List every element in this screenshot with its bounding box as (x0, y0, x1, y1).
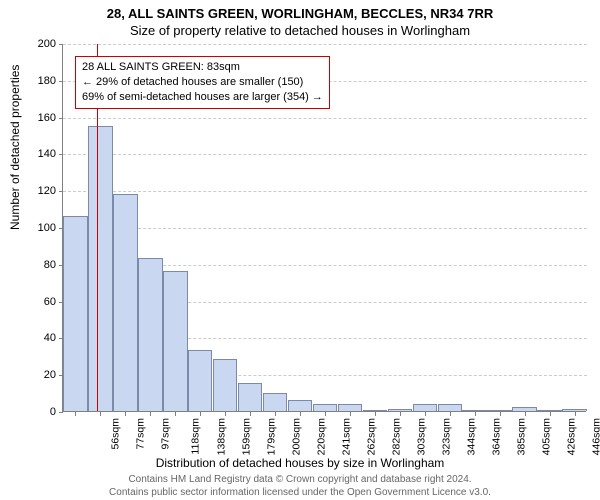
histogram-bar (512, 407, 536, 411)
x-tick-label: 56sqm (110, 418, 122, 450)
x-tick-mark (375, 412, 376, 416)
x-tick-label: 77sqm (135, 418, 147, 450)
x-tick-mark (300, 412, 301, 416)
histogram-bar (363, 410, 387, 411)
attribution-line-2: Contains public sector information licen… (0, 487, 600, 500)
x-tick-label: 323sqm (440, 418, 452, 455)
y-tick-mark (59, 81, 63, 82)
histogram-bar (462, 410, 486, 411)
x-tick-mark (475, 412, 476, 416)
histogram-bar (562, 409, 586, 411)
histogram-bar (413, 404, 437, 411)
y-tick-label: 140 (0, 148, 56, 160)
x-tick-label: 364sqm (490, 418, 502, 455)
x-tick-mark (125, 412, 126, 416)
y-tick-mark (59, 44, 63, 45)
x-tick-mark (425, 412, 426, 416)
x-tick-mark (250, 412, 251, 416)
y-tick-mark (59, 191, 63, 192)
x-tick-label: 344sqm (465, 418, 477, 455)
x-tick-label: 200sqm (291, 418, 303, 455)
x-tick-label: 426sqm (565, 418, 577, 455)
histogram-bar (88, 126, 112, 411)
histogram-bar (263, 393, 287, 411)
page: 28, ALL SAINTS GREEN, WORLINGHAM, BECCLE… (0, 0, 600, 500)
histogram-bar (487, 410, 511, 411)
histogram-bar (113, 194, 137, 411)
y-tick-label: 120 (0, 185, 56, 197)
histogram-bar (163, 271, 187, 411)
y-tick-label: 200 (0, 38, 56, 50)
histogram-bar (288, 400, 312, 411)
gridline (63, 191, 587, 192)
x-tick-mark (450, 412, 451, 416)
x-tick-label: 405sqm (540, 418, 552, 455)
gridline (63, 44, 587, 45)
y-tick-mark (59, 154, 63, 155)
x-tick-label: 179sqm (266, 418, 278, 455)
histogram-bar (138, 258, 162, 411)
gridline (63, 118, 587, 119)
attribution: Contains HM Land Registry data © Crown c… (0, 474, 600, 499)
x-tick-label: 282sqm (390, 418, 402, 455)
x-tick-label: 385sqm (515, 418, 527, 455)
x-tick-label: 241sqm (340, 418, 352, 455)
gridline (63, 228, 587, 229)
legend-line: 69% of semi-detached houses are larger (… (82, 90, 323, 105)
x-tick-mark (150, 412, 151, 416)
x-tick-mark (350, 412, 351, 416)
histogram-bar (213, 359, 237, 411)
x-tick-label: 97sqm (160, 418, 172, 450)
x-tick-mark (525, 412, 526, 416)
x-tick-label: 220sqm (315, 418, 327, 455)
x-tick-mark (100, 412, 101, 416)
x-tick-mark (225, 412, 226, 416)
x-tick-mark (275, 412, 276, 416)
y-tick-label: 0 (0, 406, 56, 418)
y-tick-label: 60 (0, 296, 56, 308)
histogram-bar (63, 216, 87, 411)
y-tick-mark (59, 412, 63, 413)
legend-line: ← 29% of detached houses are smaller (15… (82, 75, 323, 90)
page-title: 28, ALL SAINTS GREEN, WORLINGHAM, BECCLE… (0, 0, 600, 21)
x-tick-label: 262sqm (365, 418, 377, 455)
x-tick-mark (175, 412, 176, 416)
x-tick-mark (200, 412, 201, 416)
x-tick-mark (500, 412, 501, 416)
y-tick-label: 20 (0, 369, 56, 381)
y-tick-label: 180 (0, 75, 56, 87)
histogram-bar (313, 404, 337, 411)
y-tick-label: 160 (0, 112, 56, 124)
histogram-bar (537, 410, 561, 411)
x-tick-mark (325, 412, 326, 416)
y-tick-mark (59, 118, 63, 119)
histogram-bar (338, 404, 362, 411)
plot-wrap: 28 ALL SAINTS GREEN: 83sqm← 29% of detac… (62, 44, 586, 412)
legend-box: 28 ALL SAINTS GREEN: 83sqm← 29% of detac… (75, 56, 330, 109)
y-tick-label: 40 (0, 332, 56, 344)
legend-line: 28 ALL SAINTS GREEN: 83sqm (82, 60, 323, 75)
histogram-bar (238, 383, 262, 411)
plot-area: 28 ALL SAINTS GREEN: 83sqm← 29% of detac… (62, 44, 586, 412)
histogram-bar (188, 350, 212, 411)
x-tick-mark (550, 412, 551, 416)
x-tick-label: 303sqm (415, 418, 427, 455)
x-tick-label: 446sqm (590, 418, 600, 455)
page-subtitle: Size of property relative to detached ho… (0, 21, 600, 38)
x-tick-label: 159sqm (241, 418, 253, 455)
x-tick-mark (400, 412, 401, 416)
histogram-bar (438, 404, 462, 411)
x-tick-mark (75, 412, 76, 416)
attribution-line-1: Contains HM Land Registry data © Crown c… (0, 474, 600, 487)
y-tick-label: 80 (0, 259, 56, 271)
histogram-bar (388, 409, 412, 411)
x-axis-title: Distribution of detached houses by size … (0, 456, 600, 470)
y-axis-title: Number of detached properties (8, 65, 22, 230)
x-tick-mark (575, 412, 576, 416)
x-tick-label: 118sqm (190, 418, 202, 455)
x-tick-label: 138sqm (216, 418, 228, 455)
gridline (63, 154, 587, 155)
y-tick-label: 100 (0, 222, 56, 234)
